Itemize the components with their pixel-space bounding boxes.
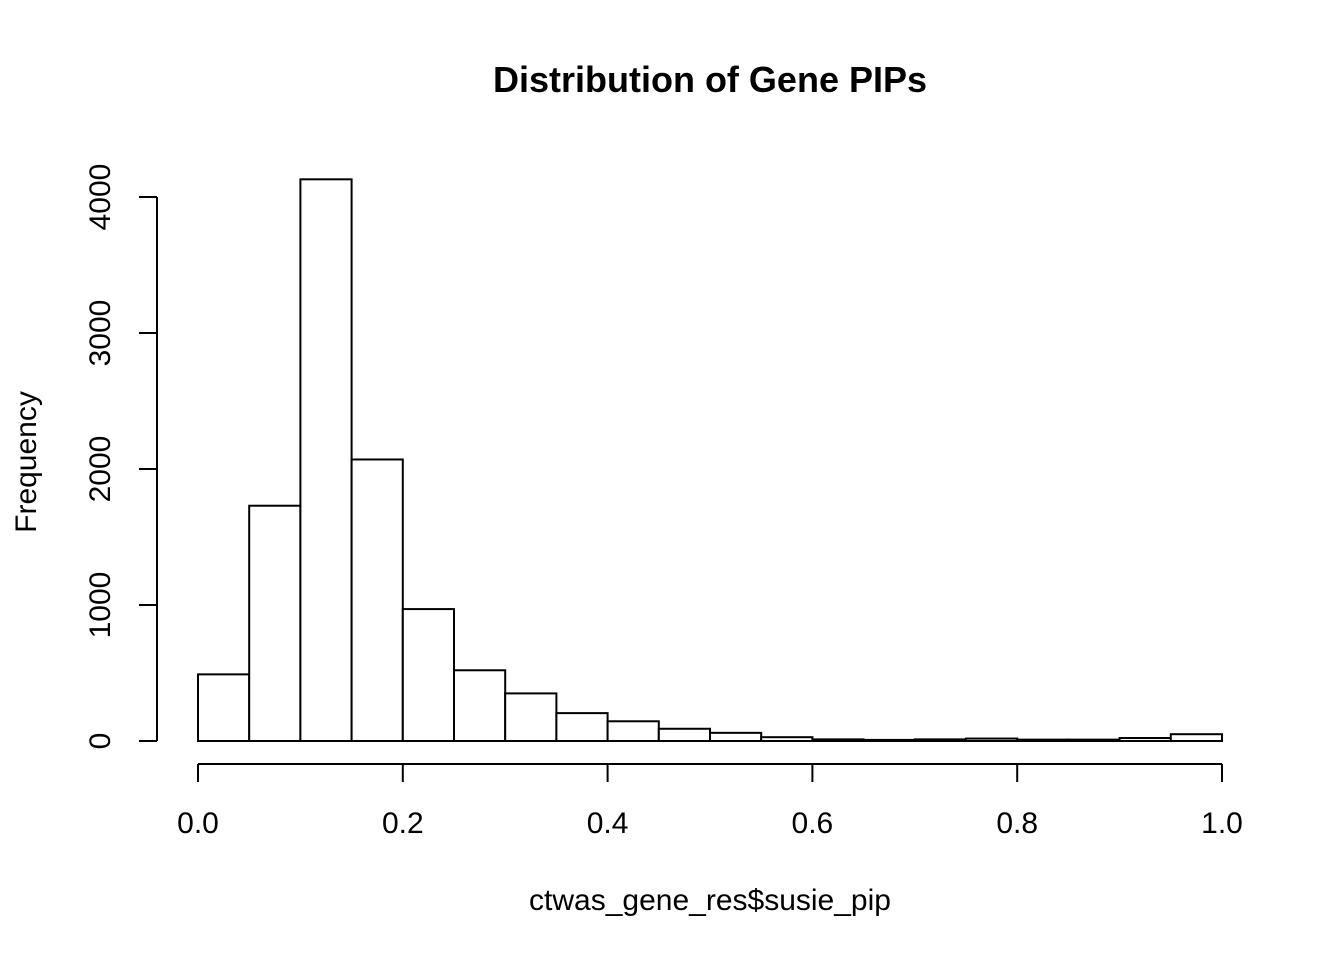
histogram-bar [811,738,865,742]
histogram-bar [197,673,251,742]
histogram-bar [248,504,302,742]
histogram-bar [504,692,558,743]
histogram-bar [709,731,763,743]
histogram-bar [657,727,711,743]
x-tick-label: 1.0 [1201,807,1243,840]
y-tick-label: 1000 [84,572,117,639]
histogram-bar [350,458,404,742]
histogram-bar [453,669,507,743]
y-tick-label: 4000 [84,164,117,231]
y-axis-ticks: 0 1000 2000 3000 4000 [84,164,157,750]
histogram-bar [401,608,455,743]
histogram-bar [913,738,967,742]
x-tick-label: 0.4 [587,807,629,840]
x-tick-label: 0.0 [177,807,219,840]
histogram-bar [1067,738,1121,743]
histogram-bar [862,738,916,742]
histogram-bar [965,737,1019,743]
x-tick-label: 0.8 [996,807,1038,840]
histogram-bar [1169,733,1224,743]
histogram-bar [1118,737,1172,742]
y-tick-label: 0 [84,733,117,750]
histogram-bar [299,178,353,742]
histogram-bar [1016,738,1070,743]
histogram-bar [606,720,660,743]
histogram-bar [760,736,814,743]
x-axis-ticks: 0.0 0.2 0.4 0.6 0.8 1.0 [177,764,1243,840]
chart-title: Distribution of Gene PIPs [493,59,927,100]
x-tick-label: 0.6 [792,807,834,840]
y-tick-label: 2000 [84,436,117,503]
histogram-bars [197,178,1224,743]
x-tick-label: 0.2 [382,807,424,840]
y-tick-label: 3000 [84,300,117,367]
y-axis-label: Frequency [10,391,43,533]
x-axis-label: ctwas_gene_res$susie_pip [529,884,891,917]
histogram-bar [555,712,609,742]
